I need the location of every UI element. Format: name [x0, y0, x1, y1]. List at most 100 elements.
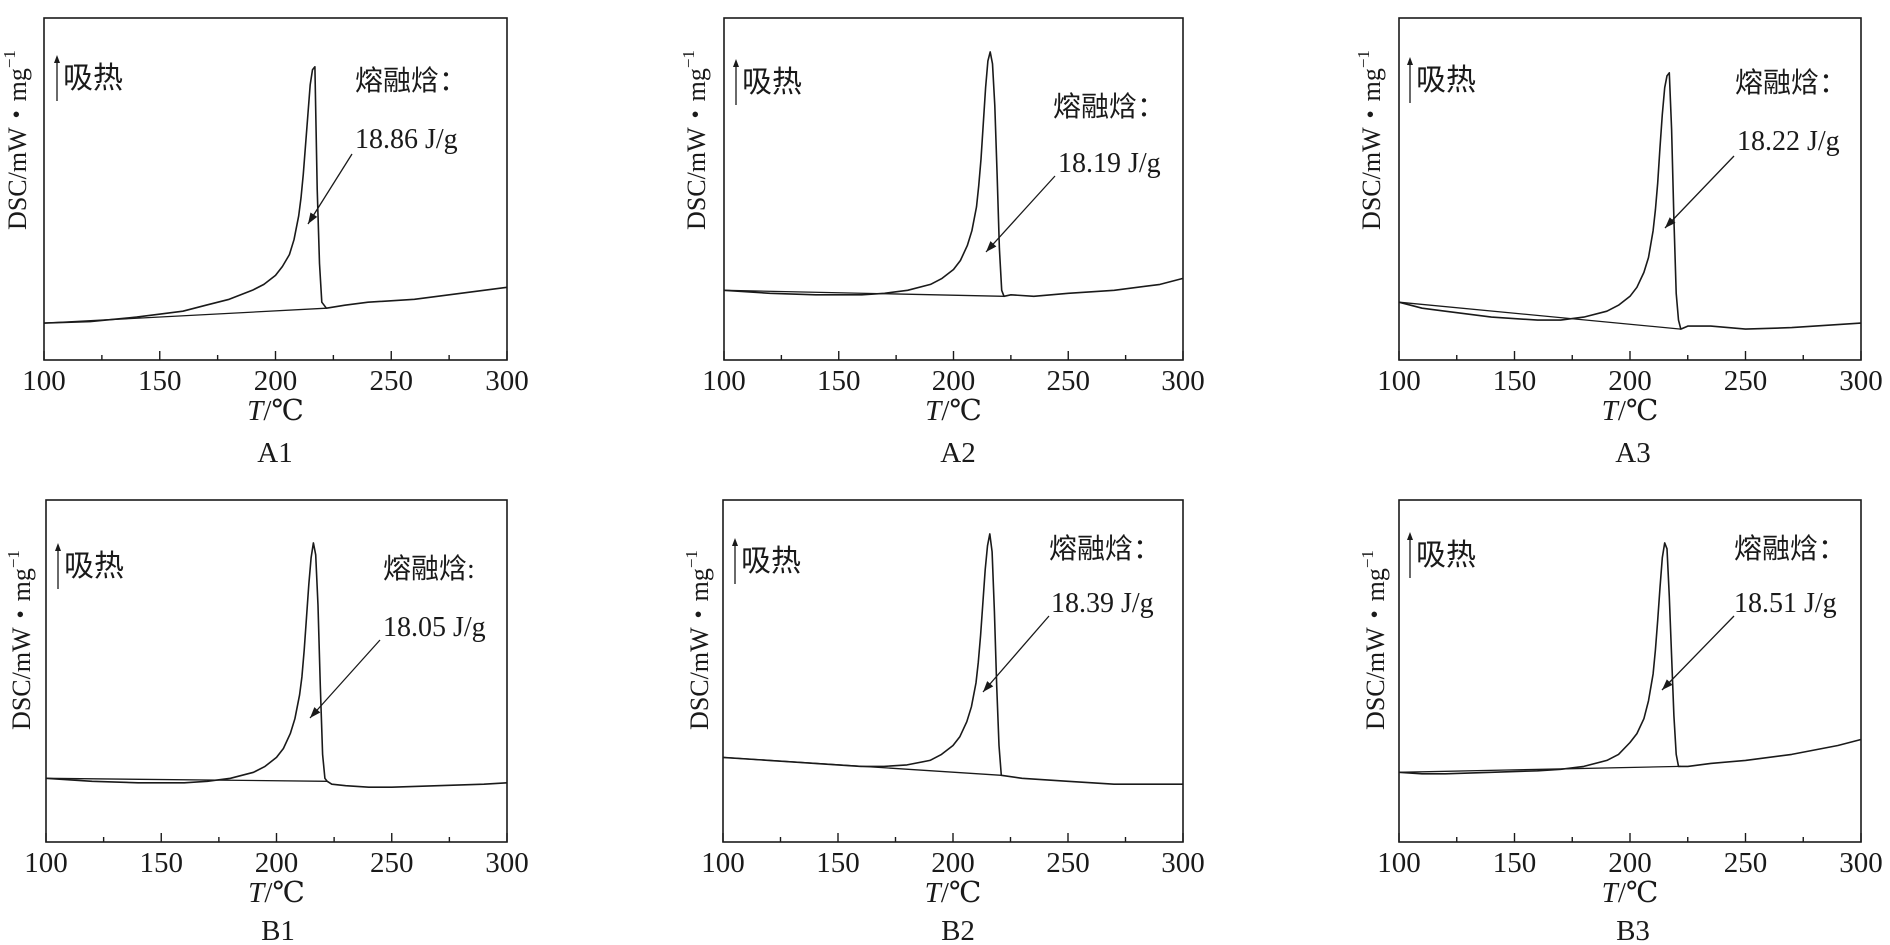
y-axis-label: DSC/mW・mg−1 [1354, 50, 1386, 230]
y-axis-label: DSC/mW・mg−1 [0, 50, 32, 230]
x-tick-label: 100 [701, 847, 745, 879]
x-tick-label: 250 [1724, 365, 1768, 397]
enthalpy-pointer-arrow [1661, 615, 1735, 691]
enthalpy-value: 18.05 J/g [383, 612, 486, 643]
endotherm-label: 吸热 [742, 66, 802, 99]
x-tick-label: 200 [1608, 365, 1652, 397]
endotherm-label: 吸热 [741, 545, 801, 578]
x-tick-label: 150 [1493, 365, 1537, 397]
dsc-curve [45, 542, 508, 788]
x-tick-label: 300 [1161, 847, 1205, 879]
enthalpy-title: 熔融焓： [1049, 533, 1161, 565]
enthalpy-arrowhead [308, 212, 318, 224]
x-axis-label: T/℃ [925, 877, 982, 909]
endotherm-arrowhead [733, 59, 739, 67]
x-tick-label: 250 [370, 365, 414, 397]
enthalpy-arrowhead [986, 241, 997, 252]
enthalpy-title: 熔融焓： [355, 65, 467, 97]
endotherm-label: 吸热 [1416, 539, 1476, 572]
y-axis-label: DSC/mW・mg−1 [682, 550, 714, 730]
peak-baseline [45, 777, 328, 782]
x-tick-label: 250 [1046, 847, 1090, 879]
peak-baseline [723, 289, 1005, 297]
x-tick-label: 300 [485, 365, 529, 397]
enthalpy-arrowhead [983, 681, 994, 692]
x-tick-label: 250 [1724, 847, 1768, 879]
endotherm-arrowhead [1407, 532, 1413, 540]
x-tick-label: 150 [816, 847, 860, 879]
enthalpy-pointer-arrow [307, 153, 353, 225]
panel-label-a2: A2 [940, 437, 975, 469]
x-tick-label: 200 [931, 847, 975, 879]
x-tick-label: 200 [932, 365, 976, 397]
enthalpy-arrowhead [1665, 217, 1676, 228]
enthalpy-value: 18.39 J/g [1051, 588, 1154, 619]
x-tick-label: 200 [255, 847, 299, 879]
x-tick-label: 150 [1493, 847, 1537, 879]
x-tick-label: 300 [1161, 365, 1205, 397]
x-axis-label: T/℃ [247, 395, 304, 427]
y-axis-label: DSC/mW・mg−1 [4, 550, 36, 730]
x-tick-label: 300 [1839, 847, 1883, 879]
endotherm-label: 吸热 [1416, 64, 1476, 97]
x-axis-label: T/℃ [248, 877, 305, 909]
enthalpy-value: 18.51 J/g [1734, 588, 1837, 619]
dsc-curve [1398, 72, 1862, 330]
panel-label-b2: B2 [941, 915, 975, 945]
x-tick-label: 100 [22, 365, 66, 397]
endotherm-arrowhead [54, 55, 60, 63]
x-axis-label: T/℃ [1602, 877, 1659, 909]
peak-baseline [43, 307, 327, 324]
y-axis-label: DSC/mW・mg−1 [679, 50, 711, 230]
enthalpy-title: 熔融焓： [1735, 67, 1847, 99]
x-tick-label: 300 [485, 847, 529, 879]
x-axis-label: T/℃ [1602, 395, 1659, 427]
dsc-curve [722, 533, 1183, 785]
chart-panel-b3: 100 150 200 250 300 T/℃ B3 DSC/mW・mg−1 吸热 熔融焓： 18.… [1358, 499, 1883, 945]
chart-panel-a3: 100 150 200 250 300 T/℃ A3 DSC/mW・mg−1 吸热 熔融焓： 18.… [1354, 17, 1883, 469]
dsc-curve [1398, 542, 1862, 775]
enthalpy-title: 熔融焓: [383, 553, 475, 585]
endotherm-arrowhead [1407, 57, 1413, 65]
x-tick-label: 100 [1377, 365, 1421, 397]
x-tick-label: 200 [1608, 847, 1652, 879]
panel-label-a1: A1 [257, 437, 292, 469]
x-tick-label: 150 [140, 847, 184, 879]
enthalpy-value: 18.22 J/g [1737, 126, 1840, 157]
chart-panel-a1: 100 150 200 250 300 T/℃ A1 DSC/mW・mg−1 吸热 熔融焓： 18.… [0, 17, 529, 469]
enthalpy-arrowhead [310, 707, 321, 718]
x-tick-label: 200 [254, 365, 298, 397]
x-tick-label: 100 [24, 847, 68, 879]
dsc-curve [723, 51, 1184, 298]
endotherm-arrowhead [55, 543, 61, 551]
enthalpy-value: 18.86 J/g [355, 124, 458, 155]
x-tick-label: 150 [138, 365, 182, 397]
x-tick-label: 250 [370, 847, 414, 879]
x-axis-label: T/℃ [925, 395, 982, 427]
endotherm-label: 吸热 [64, 550, 124, 583]
peak-baseline [1398, 765, 1681, 773]
chart-panel-b2: 100 150 200 250 300 T/℃ B2 DSC/mW・mg−1 吸热 熔融焓： 18.… [682, 499, 1205, 945]
panel-label-b3: B3 [1616, 915, 1650, 945]
dsc-curve [43, 66, 508, 324]
enthalpy-title: 熔融焓： [1734, 533, 1846, 565]
panel-label-a3: A3 [1615, 437, 1650, 469]
peak-baseline [722, 756, 1002, 776]
enthalpy-pointer-arrow [985, 175, 1056, 253]
y-axis-label: DSC/mW・mg−1 [1358, 550, 1390, 730]
x-tick-label: 250 [1047, 365, 1091, 397]
panel-label-b1: B1 [261, 915, 295, 945]
peak-baseline [1398, 301, 1681, 330]
x-tick-label: 300 [1839, 365, 1883, 397]
x-tick-label: 100 [702, 365, 746, 397]
enthalpy-title: 熔融焓： [1053, 91, 1165, 123]
enthalpy-arrowhead [1662, 679, 1673, 690]
enthalpy-value: 18.19 J/g [1058, 148, 1161, 179]
endotherm-label: 吸热 [63, 62, 123, 95]
x-tick-label: 100 [1377, 847, 1421, 879]
endotherm-arrowhead [732, 538, 738, 546]
enthalpy-pointer-arrow [982, 615, 1050, 693]
enthalpy-pointer-arrow [1664, 155, 1735, 229]
x-tick-label: 150 [817, 365, 861, 397]
